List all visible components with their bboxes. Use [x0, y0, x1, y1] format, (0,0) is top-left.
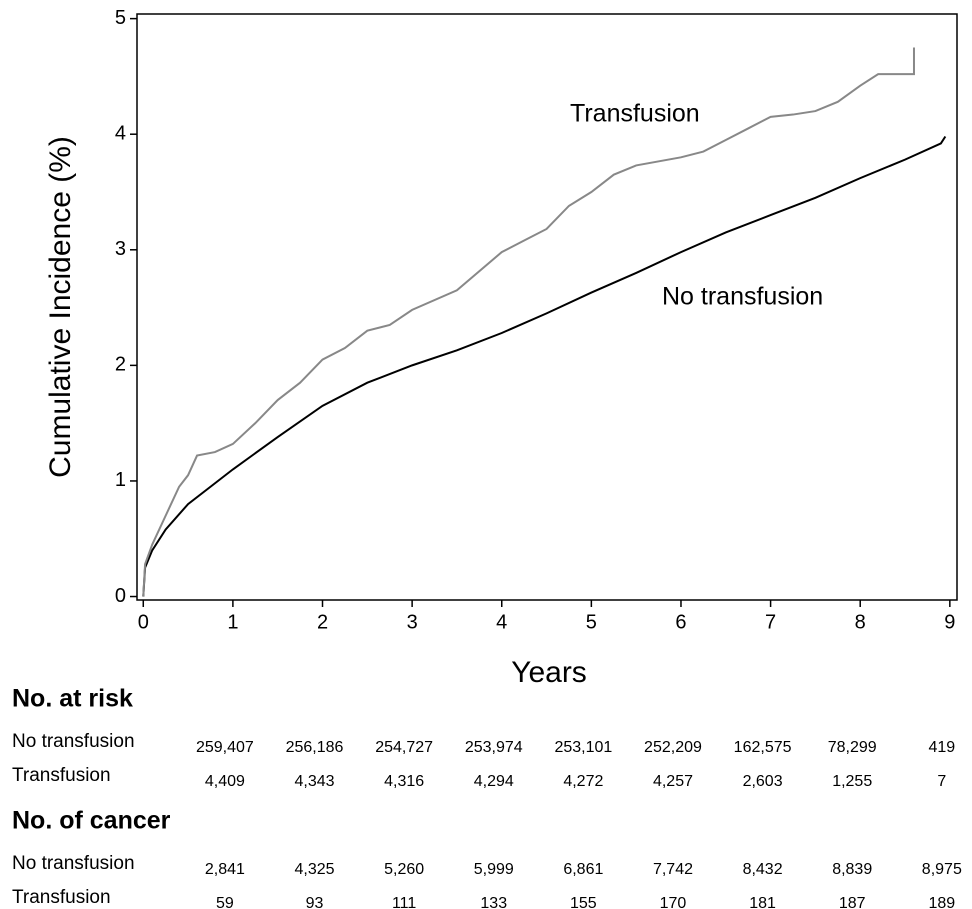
- row-label: Transfusion: [12, 765, 111, 786]
- x-tick-label: 4: [496, 611, 507, 633]
- y-tick-label: 2: [115, 354, 126, 376]
- y-tick-label: 4: [115, 122, 126, 144]
- table-cell: 252,209: [644, 739, 702, 756]
- series-line: [142, 47, 915, 597]
- y-tick-label: 0: [115, 585, 126, 607]
- table-cell: 59: [216, 895, 234, 909]
- table-cell: 181: [749, 895, 776, 909]
- table-cell: 7,742: [653, 861, 693, 878]
- y-axis-label: Cumulative Incidence (%): [44, 136, 77, 478]
- table-cell: 4,316: [384, 773, 424, 790]
- x-tick-label: 2: [317, 611, 328, 633]
- table-cell: 2,603: [743, 773, 783, 790]
- table-cell: 253,101: [554, 739, 612, 756]
- y-tick-label: 3: [115, 238, 126, 260]
- table-cell: 4,343: [294, 773, 334, 790]
- annotation: No transfusion: [662, 283, 823, 311]
- plot-frame: [136, 13, 958, 601]
- table-cell: 4,409: [205, 773, 245, 790]
- y-tick-label: 5: [115, 7, 126, 29]
- table-cell: 4,272: [563, 773, 603, 790]
- x-tick-label: 9: [944, 611, 955, 633]
- row-label: No transfusion: [12, 731, 135, 752]
- table-cell: 133: [480, 895, 507, 909]
- table-cell: 170: [660, 895, 687, 909]
- table-cell: 8,839: [832, 861, 872, 878]
- table-title: No. at risk: [12, 685, 133, 713]
- table-cell: 8,975: [922, 861, 962, 878]
- row-label: Transfusion: [12, 887, 111, 908]
- x-axis-label: Years: [511, 656, 587, 689]
- annotation: Transfusion: [570, 100, 700, 128]
- row-label: No transfusion: [12, 853, 135, 874]
- x-tick-label: 0: [138, 611, 149, 633]
- table-cell: 4,257: [653, 773, 693, 790]
- x-tick-label: 1: [227, 611, 238, 633]
- table-cell: 259,407: [196, 739, 254, 756]
- table-cell: 253,974: [465, 739, 523, 756]
- table-cell: 8,432: [743, 861, 783, 878]
- table-title: No. of cancer: [12, 807, 171, 835]
- x-tick-label: 8: [855, 611, 866, 633]
- x-tick-label: 6: [675, 611, 686, 633]
- table-cell: 187: [839, 895, 866, 909]
- y-tick-label: 1: [115, 469, 126, 491]
- table-cell: 78,299: [828, 739, 877, 756]
- table-cell: 2,841: [205, 861, 245, 878]
- table-cell: 155: [570, 895, 597, 909]
- table-cell: 189: [928, 895, 955, 909]
- table-cell: 162,575: [734, 739, 792, 756]
- table-cell: 4,325: [294, 861, 334, 878]
- series-line: [142, 135, 947, 597]
- table-cell: 93: [306, 895, 324, 909]
- table-cell: 419: [928, 739, 955, 756]
- table-cell: 254,727: [375, 739, 433, 756]
- x-tick-label: 7: [765, 611, 776, 633]
- table-cell: 5,260: [384, 861, 424, 878]
- table-cell: 1,255: [832, 773, 872, 790]
- x-tick-label: 3: [407, 611, 418, 633]
- table-cell: 4,294: [474, 773, 514, 790]
- table-cell: 6,861: [563, 861, 603, 878]
- x-tick-label: 5: [586, 611, 597, 633]
- table-cell: 256,186: [286, 739, 344, 756]
- table-cell: 7: [937, 773, 946, 790]
- table-cell: 111: [392, 895, 416, 909]
- table-cell: 5,999: [474, 861, 514, 878]
